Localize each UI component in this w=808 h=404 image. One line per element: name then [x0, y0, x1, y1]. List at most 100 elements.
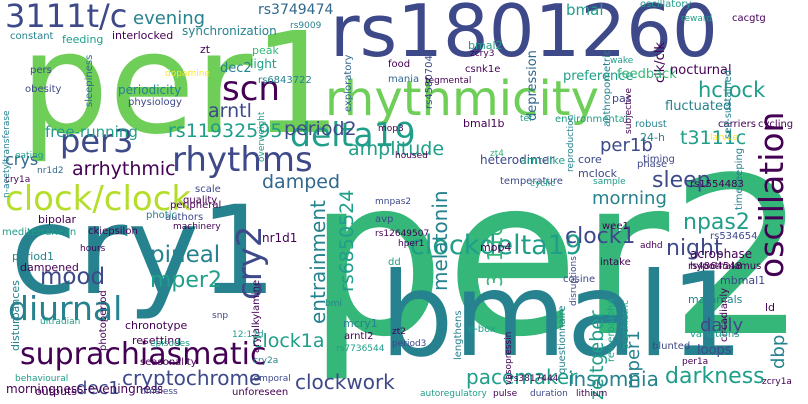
cloud-word: rhythmicity	[325, 71, 600, 127]
cloud-word: 24-h	[640, 131, 665, 144]
cloud-word: per2	[307, 132, 808, 385]
cloud-word: nr1d1	[262, 231, 298, 245]
cloud-word: rs12649507	[375, 229, 430, 239]
cloud-word: food	[388, 59, 411, 70]
cloud-word: zcry1a	[762, 377, 792, 387]
cloud-word: e-box	[468, 324, 496, 335]
cloud-word: mania	[388, 74, 420, 85]
cloud-word: dec1	[76, 378, 120, 399]
cloud-word: constant	[10, 31, 54, 42]
cloud-word: carriers	[718, 119, 756, 130]
cloud-word: mper2	[150, 268, 222, 293]
cloud-word: scn	[222, 69, 280, 109]
cloud-word: per1	[20, 3, 342, 166]
cloud-word: clockdelta19	[410, 230, 583, 261]
cloud-word: dopamine	[165, 69, 210, 79]
cloud-word: exploratory	[343, 54, 354, 112]
cloud-word: 12:12d	[232, 330, 264, 340]
cloud-word: arylalkylamine	[251, 279, 262, 353]
cloud-word: self-sustained	[723, 69, 734, 139]
cloud-word: rs1801260	[330, 0, 718, 73]
cloud-word: cyclic	[530, 179, 556, 189]
cloud-word: zt2	[392, 327, 406, 337]
cloud-word: clock/clock	[5, 179, 192, 219]
cloud-word: snp	[212, 311, 229, 321]
cloud-word: 3111t/c	[5, 0, 128, 35]
cloud-word: cryptochrome	[122, 366, 262, 390]
cloud-word: feeding	[62, 33, 104, 46]
cloud-word: scale	[195, 184, 221, 195]
cloud-word: interlocked	[112, 29, 174, 42]
cloud-word: arrhythmic	[72, 158, 176, 180]
cloud-word: synchronization	[182, 24, 277, 38]
cloud-word: acrophase	[690, 247, 753, 261]
cloud-word: cosine	[563, 274, 596, 285]
cloud-word: nr1d2	[37, 166, 64, 176]
cloud-word: quality	[183, 195, 218, 206]
cloud-word: subjective	[624, 88, 634, 134]
cloud-word: wee1	[602, 221, 629, 232]
cloud-word: oscillation	[752, 111, 791, 278]
cloud-word: heterodimer	[480, 153, 555, 167]
cloud-word: nocturnal	[670, 63, 732, 78]
cloud-word: rs6843722	[258, 75, 312, 86]
cloud-word: reproduction	[566, 114, 576, 172]
cloud-word: ckiepsilon	[88, 226, 138, 237]
cloud-word: duration	[530, 389, 568, 399]
cloud-word: mnpas2	[375, 197, 412, 207]
cloud-word: variations	[690, 329, 740, 340]
cloud-word: 3111c	[483, 225, 507, 287]
cloud-word: damped	[262, 171, 341, 193]
cloud-word: robust	[635, 119, 667, 130]
cloud-word: sample	[593, 177, 626, 187]
cloud-word: light	[250, 57, 277, 71]
cloud-word: intake	[600, 257, 631, 268]
cloud-word: amplitude	[348, 138, 445, 160]
cloud-word: mclock	[578, 167, 617, 180]
cloud-word: ultradian	[40, 317, 81, 327]
cloud-word: arntl	[208, 100, 252, 122]
cloud-word: mop3	[378, 124, 404, 134]
cloud-word: bmal1	[380, 248, 744, 383]
cloud-word: morningness-eveningness	[6, 382, 164, 396]
cloud-word: mbmal1	[720, 274, 766, 287]
cloud-word: zcry3	[470, 49, 495, 59]
cloud-word: dbp	[768, 334, 789, 369]
cloud-word: per3	[60, 122, 134, 160]
cloud-word: photic	[146, 210, 178, 221]
cloud-word: mop4	[480, 241, 512, 254]
cloud-word: housed	[395, 151, 428, 161]
cloud-word: hper1	[398, 239, 425, 249]
cloud-word: behavioural	[15, 374, 69, 384]
cloud-word: seasonality	[140, 357, 197, 368]
cloud-word: rs4864548	[688, 261, 742, 272]
cloud-word: core	[578, 153, 602, 166]
cloud-word: insomnia	[568, 367, 659, 391]
cloud-word: morning	[592, 188, 667, 209]
cloud-word: phase	[637, 159, 668, 170]
cloud-word: diurnal	[8, 289, 123, 328]
cloud-word: t3111c	[680, 127, 747, 149]
cloud-word: unforeseen	[232, 387, 289, 398]
cloud-word: cry1	[10, 180, 278, 322]
cloud-word: clock1	[565, 224, 636, 249]
cloud-word: suprachiasmatic	[20, 337, 267, 372]
cloud-word: cacgtg	[732, 13, 766, 24]
cloud-word: questionnaire	[557, 305, 568, 375]
cloud-word: tegmental	[425, 76, 472, 86]
cloud-word: zeitgeber	[586, 310, 608, 400]
cloud-word: daily	[700, 315, 744, 336]
cloud-word: period3	[392, 339, 427, 349]
cloud-word: loops	[697, 343, 732, 358]
cloud-word: overweight	[257, 111, 267, 162]
cloud-word: rs1554483	[690, 179, 744, 190]
cloud-word: environmental	[555, 114, 628, 125]
cloud-word: feedback	[617, 67, 677, 82]
cloud-word: temporal	[250, 374, 291, 384]
cloud-word: night	[666, 236, 723, 261]
cloud-word: depression	[525, 50, 540, 121]
cloud-word: bmal	[566, 1, 604, 19]
cloud-word: zt	[200, 43, 211, 56]
cloud-word: machinery	[173, 222, 221, 232]
